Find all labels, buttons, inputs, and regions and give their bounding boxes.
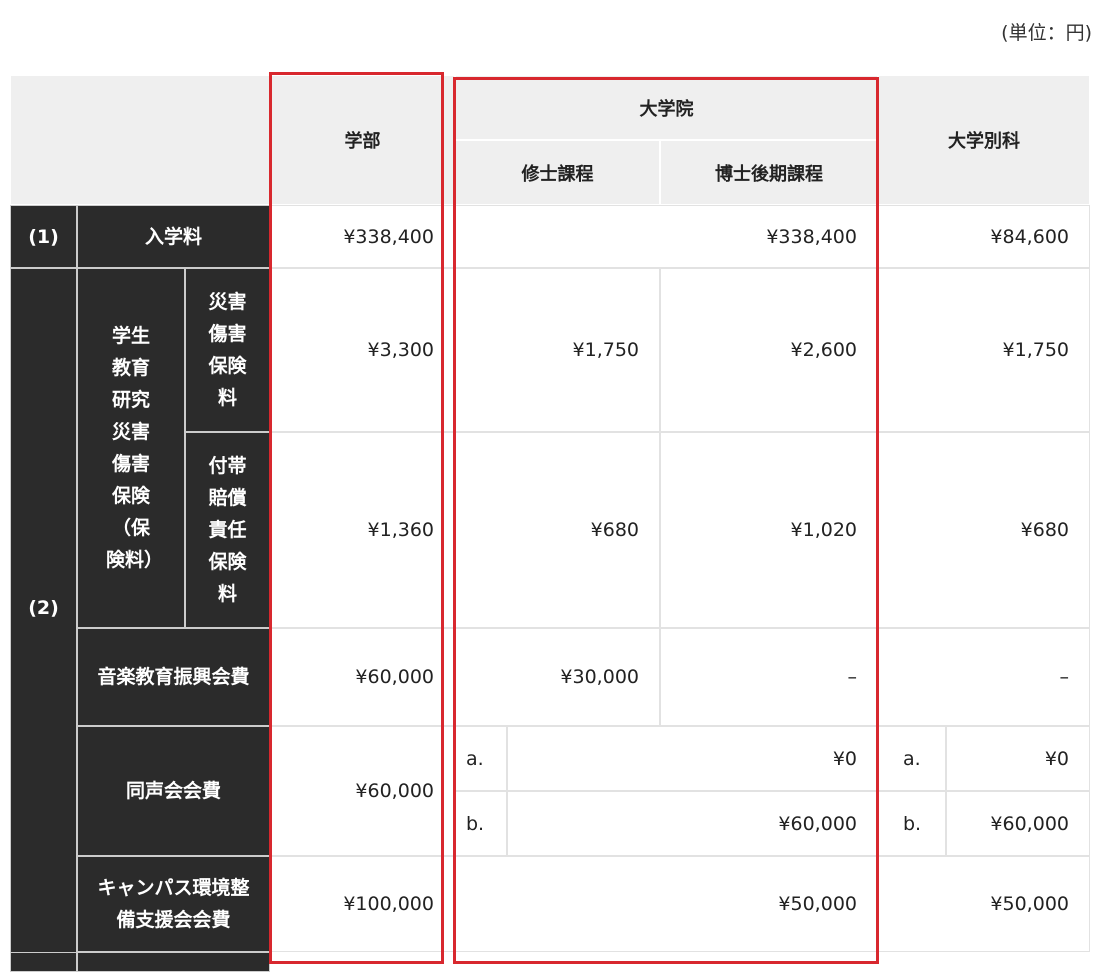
alumni-grad-b-marker: b.: [455, 791, 507, 856]
music-label: 音楽教育振興会費: [77, 628, 270, 726]
next-row-label: [77, 952, 270, 972]
alumni-grad-a-marker: a.: [455, 726, 507, 791]
campus-special: ¥50,000: [878, 856, 1090, 952]
disaster-masters: ¥1,750: [455, 268, 660, 432]
alumni-undergrad: ¥60,000: [270, 726, 455, 856]
alumni-special-a: ¥0: [946, 726, 1090, 791]
header-undergrad: 学部: [270, 75, 455, 205]
alumni-special-b: ¥60,000: [946, 791, 1090, 856]
liability-masters: ¥680: [455, 432, 660, 628]
music-doctoral: –: [660, 628, 878, 726]
campus-label: キャンパス環境整備支援会会費: [77, 856, 270, 952]
disaster-special: ¥1,750: [878, 268, 1090, 432]
row1-graduate: ¥338,400: [455, 205, 878, 268]
music-special: –: [878, 628, 1090, 726]
music-undergrad: ¥60,000: [270, 628, 455, 726]
row1-number: (1): [10, 205, 77, 268]
liability-undergrad: ¥1,360: [270, 432, 455, 628]
next-row-number: [10, 952, 77, 972]
campus-undergrad: ¥100,000: [270, 856, 455, 952]
row1-undergrad: ¥338,400: [270, 205, 455, 268]
disaster-label: 災害傷害保険料: [185, 268, 270, 432]
alumni-grad-b: ¥60,000: [507, 791, 878, 856]
disaster-undergrad: ¥3,300: [270, 268, 455, 432]
row2-number: (2): [10, 268, 77, 958]
alumni-special-b-marker: b.: [878, 791, 946, 856]
alumni-special-a-marker: a.: [878, 726, 946, 791]
insurance-group-label: 学生教育研究災害傷害保険（保険料）: [77, 268, 185, 628]
unit-note: (単位：円): [1001, 22, 1092, 44]
row1-special: ¥84,600: [878, 205, 1090, 268]
liability-special: ¥680: [878, 432, 1090, 628]
disaster-doctoral: ¥2,600: [660, 268, 878, 432]
header-graduate: 大学院: [455, 75, 878, 140]
liability-doctoral: ¥1,020: [660, 432, 878, 628]
alumni-grad-a: ¥0: [507, 726, 878, 791]
alumni-label: 同声会会費: [77, 726, 270, 856]
header-doctoral: 博士後期課程: [660, 140, 878, 205]
header-blank: [10, 75, 270, 205]
row1-label: 入学料: [77, 205, 270, 268]
music-masters: ¥30,000: [455, 628, 660, 726]
campus-graduate: ¥50,000: [455, 856, 878, 952]
header-special: 大学別科: [878, 75, 1090, 205]
header-masters: 修士課程: [455, 140, 660, 205]
liability-label: 付帯賠償責任保険料: [185, 432, 270, 628]
